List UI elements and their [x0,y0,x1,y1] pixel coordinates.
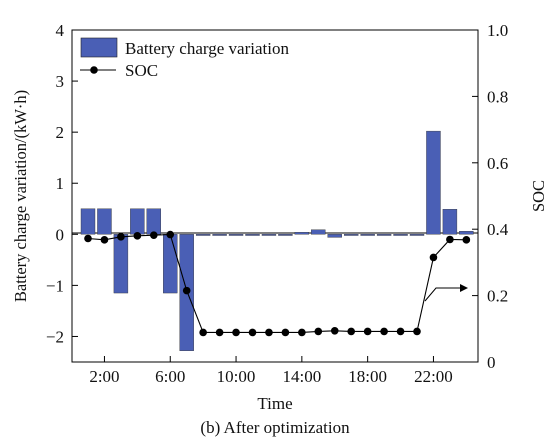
legend-label-soc: SOC [125,61,158,80]
right-tick-label: 1.0 [487,21,508,40]
soc-point [446,235,454,244]
soc-point [314,327,323,336]
soc-point [248,328,257,337]
soc-line [87,233,467,334]
bar [344,234,359,236]
bar-series [80,130,474,351]
bar [146,208,162,235]
bar [245,234,260,236]
left-tick-label: 1 [56,174,65,193]
bar [195,234,211,236]
annotation-arrow-line [424,287,460,302]
soc-point [84,234,92,243]
bar [442,209,458,235]
bar [163,234,178,294]
plot-frame [71,29,479,363]
right-axis: 0 0.2 0.4 0.6 0.8 1.0 [472,21,509,372]
y-axis-right-label: SOC [529,180,548,212]
x-tick-label: 6:00 [155,367,185,386]
x-tick-label: 10:00 [217,367,256,386]
chart-caption: (b) After optimization [200,418,350,437]
bar [311,229,326,235]
x-tick-label: 18:00 [348,367,387,386]
bar [228,234,244,236]
left-tick-label: 0 [56,225,65,244]
soc-point [150,231,158,239]
soc-point [330,326,339,335]
bar [130,208,145,235]
right-tick-label: 0 [487,353,496,372]
left-tick-label: −2 [46,327,64,346]
soc-point [281,328,290,337]
soc-point [117,233,125,241]
soc-point [396,327,405,336]
x-tick-label: 22:00 [414,367,453,386]
annotation-arrow-head [460,284,468,292]
soc-series [84,230,471,337]
soc-point [462,236,471,244]
soc-point [363,327,372,336]
legend: Battery charge variation SOC [80,37,289,80]
y-axis-left-label: Battery charge variation/(kW·h) [11,90,30,302]
bar [426,130,441,235]
left-axis: −2 −1 0 1 2 3 4 [46,21,78,346]
bar [459,231,474,235]
left-tick-label: 3 [56,72,65,91]
left-tick-label: 4 [56,21,65,40]
right-tick-label: 0.2 [487,287,508,306]
soc-point [298,328,306,337]
x-tick-label: 14:00 [282,367,321,386]
bar [80,208,96,235]
x-axis: 2:00 6:00 10:00 14:00 18:00 22:00 [89,356,453,386]
legend-label-bar: Battery charge variation [125,39,289,58]
right-tick-label: 0.8 [487,87,508,106]
soc-point [380,327,388,336]
bar [97,208,112,235]
soc-point [166,230,175,239]
bar [409,234,425,236]
bar [113,234,129,294]
x-tick-label: 2:00 [89,367,119,386]
right-tick-label: 0.4 [487,220,509,239]
legend-marker-soc [90,66,98,74]
annotation-arrow [424,284,468,302]
bar [327,234,342,238]
soc-point [265,328,273,337]
bar [376,234,392,236]
bar [393,234,408,236]
left-tick-label: −1 [46,276,64,295]
soc-point [429,253,438,262]
bar [278,234,293,236]
soc-point [133,232,142,240]
soc-point [100,236,109,244]
bar [294,232,310,235]
x-axis-label: Time [257,394,292,413]
soc-point [232,328,240,337]
soc-point [413,327,421,336]
soc-point [182,286,191,295]
bar [360,234,375,236]
left-tick-label: 2 [56,123,65,142]
legend-swatch-bar [80,37,118,58]
soc-point [215,328,224,337]
right-tick-label: 0.6 [487,154,508,173]
soc-point [347,327,356,336]
bar [212,234,227,236]
bar [261,234,277,236]
soc-point [199,328,207,337]
